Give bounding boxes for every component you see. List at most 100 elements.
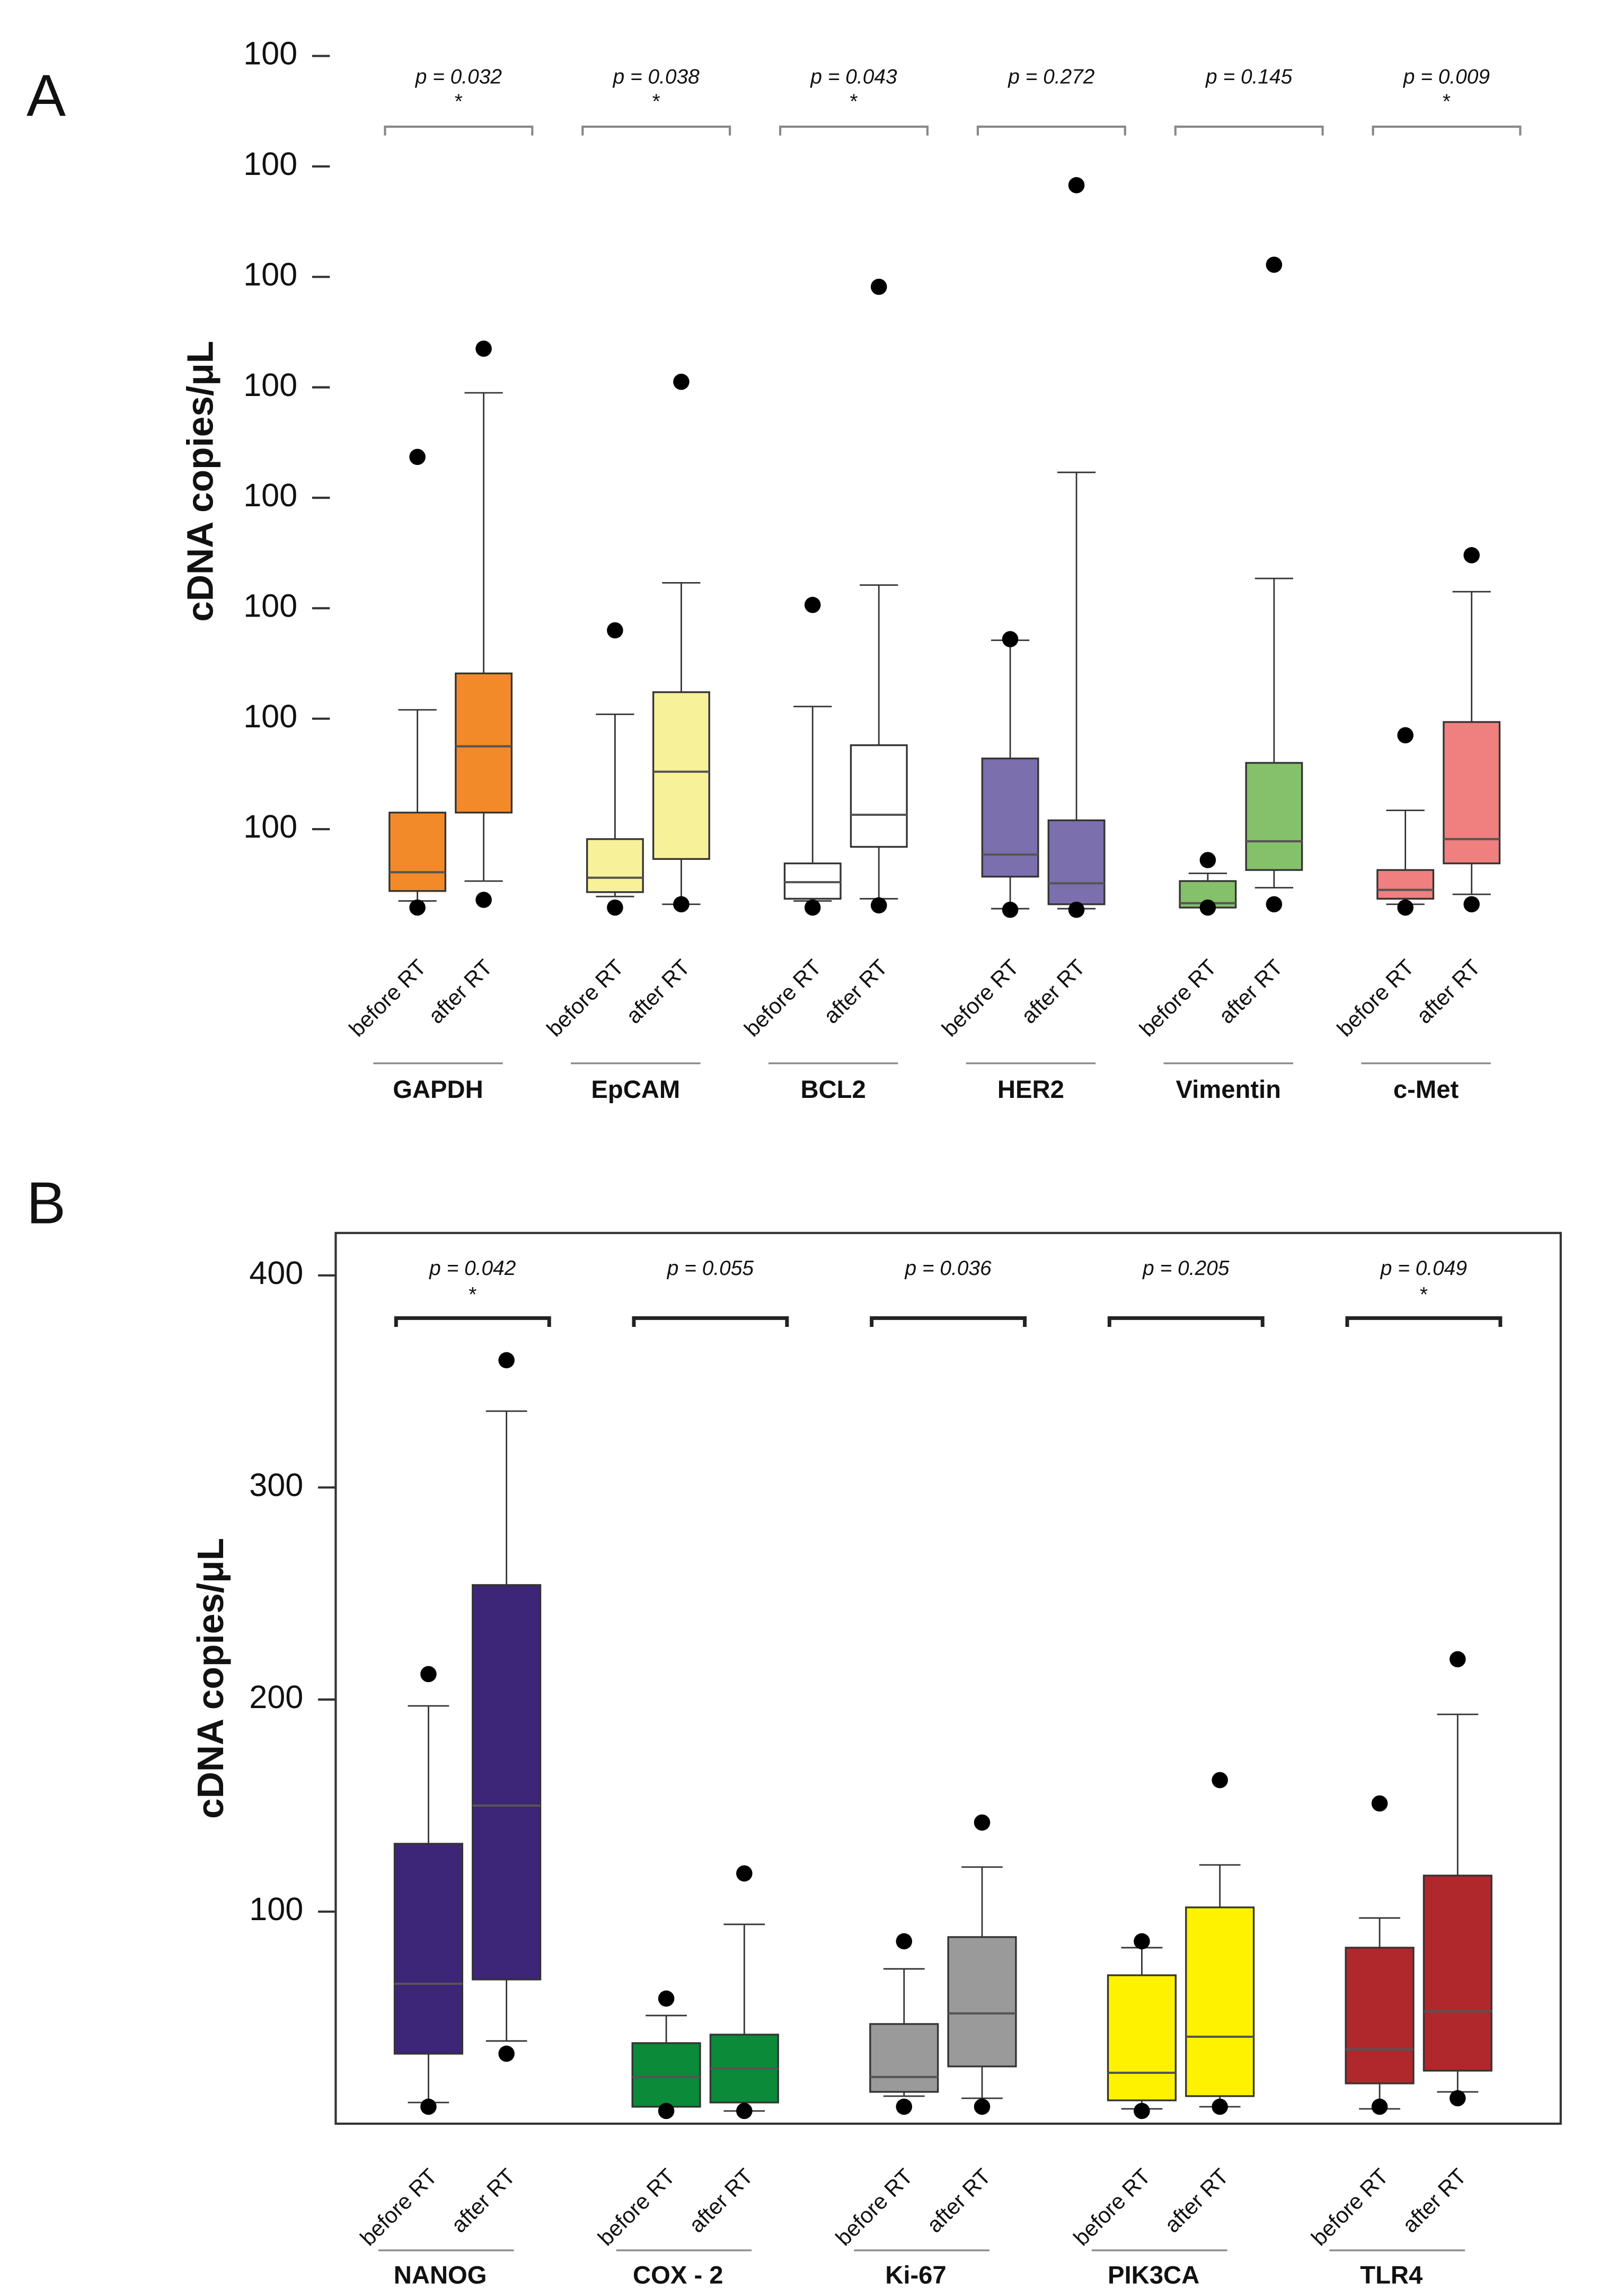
outlier bbox=[658, 1990, 675, 2007]
category-label: after RT bbox=[423, 955, 497, 1028]
significance: * bbox=[1420, 1283, 1428, 1306]
category-label: after RT bbox=[1397, 2163, 1471, 2237]
p-value: p = 0.043 bbox=[810, 66, 897, 89]
box bbox=[1185, 1906, 1255, 2097]
y-tick-label: 400 bbox=[249, 1255, 303, 1291]
box bbox=[631, 2042, 701, 2108]
group-name: HER2 bbox=[997, 1076, 1064, 1104]
p-value: p = 0.272 bbox=[1008, 66, 1095, 89]
outlier bbox=[673, 896, 690, 913]
category-label: before RT bbox=[1068, 2163, 1155, 2250]
significance: * bbox=[1443, 91, 1451, 113]
outlier bbox=[498, 2045, 515, 2062]
outlier bbox=[870, 897, 887, 914]
outlier bbox=[974, 1814, 991, 1831]
outlier bbox=[1450, 1651, 1466, 1668]
box bbox=[472, 1584, 542, 1981]
outlier bbox=[896, 2098, 913, 2115]
category-label: before RT bbox=[739, 955, 826, 1042]
group-name: GAPDH bbox=[393, 1076, 483, 1104]
category-label: after RT bbox=[446, 2163, 520, 2237]
category-label: before RT bbox=[593, 2163, 680, 2250]
p-value: p = 0.038 bbox=[613, 66, 700, 89]
category-label: after RT bbox=[1411, 955, 1485, 1028]
category-label: after RT bbox=[1214, 955, 1287, 1028]
box bbox=[455, 672, 513, 814]
panel-label: A bbox=[26, 62, 66, 128]
p-value: p = 0.042 bbox=[429, 1257, 516, 1280]
outlier bbox=[475, 892, 492, 908]
outlier bbox=[1068, 901, 1085, 918]
box bbox=[947, 1936, 1017, 2068]
p-value: p = 0.049 bbox=[1380, 1257, 1467, 1280]
y-tick-label: 100 bbox=[243, 36, 297, 72]
p-value: p = 0.009 bbox=[1403, 66, 1490, 89]
p-value: p = 0.205 bbox=[1142, 1257, 1230, 1280]
box bbox=[1345, 1947, 1415, 2084]
outlier bbox=[1463, 547, 1480, 564]
category-label: after RT bbox=[1160, 2163, 1233, 2237]
outlier bbox=[1068, 177, 1085, 193]
y-tick-label: 100 bbox=[243, 146, 297, 182]
p-value: p = 0.145 bbox=[1205, 66, 1293, 89]
outlier bbox=[673, 373, 690, 390]
outlier bbox=[1134, 1933, 1150, 1950]
category-label: after RT bbox=[621, 955, 695, 1028]
outlier bbox=[1266, 896, 1283, 913]
outlier bbox=[804, 899, 821, 916]
outlier bbox=[409, 448, 426, 465]
y-tick-label: 100 bbox=[243, 256, 297, 292]
outlier bbox=[1212, 2098, 1228, 2115]
outlier bbox=[896, 1933, 913, 1950]
box bbox=[981, 758, 1039, 878]
outlier bbox=[1002, 901, 1019, 918]
bracket bbox=[1372, 125, 1522, 136]
category-label: before RT bbox=[1306, 2163, 1393, 2250]
group-name: c-Met bbox=[1393, 1076, 1459, 1104]
box bbox=[586, 838, 644, 893]
y-tick-label: 300 bbox=[249, 1467, 303, 1503]
box bbox=[393, 1843, 463, 2055]
outlier bbox=[607, 622, 623, 639]
box bbox=[1245, 762, 1303, 871]
outlier bbox=[498, 1352, 515, 1369]
bracket bbox=[632, 1316, 789, 1327]
outlier bbox=[1450, 2090, 1466, 2107]
y-tick-label: 100 bbox=[243, 477, 297, 513]
y-axis-title: cDNA copies/μL bbox=[180, 341, 221, 622]
bracket bbox=[1174, 125, 1324, 136]
category-label: after RT bbox=[1016, 955, 1090, 1028]
box bbox=[388, 812, 447, 892]
category-label: before RT bbox=[542, 955, 629, 1042]
outlier bbox=[736, 1865, 753, 1882]
category-label: after RT bbox=[684, 2163, 757, 2237]
category-label: before RT bbox=[1332, 955, 1419, 1042]
y-axis-title: cDNA copies/μL bbox=[190, 1538, 231, 1819]
box bbox=[1443, 721, 1501, 865]
p-value: p = 0.036 bbox=[904, 1257, 992, 1280]
y-tick-label: 100 bbox=[243, 587, 297, 623]
y-tick-label: 100 bbox=[243, 367, 297, 403]
group-name: TLR4 bbox=[1360, 2261, 1423, 2289]
outlier bbox=[1371, 2098, 1388, 2115]
y-tick-label: 200 bbox=[249, 1679, 303, 1715]
group-name: PIK3CA bbox=[1108, 2261, 1199, 2289]
box bbox=[869, 2023, 939, 2093]
outlier bbox=[475, 340, 492, 357]
outlier bbox=[974, 2098, 991, 2115]
outlier bbox=[1199, 899, 1216, 916]
group-name: EpCAM bbox=[591, 1076, 680, 1104]
outlier bbox=[1199, 852, 1216, 868]
outlier bbox=[420, 1666, 437, 1683]
group-name: BCL2 bbox=[800, 1076, 865, 1104]
category-label: before RT bbox=[355, 2163, 442, 2250]
y-tick-label: 100 bbox=[249, 1891, 303, 1927]
box bbox=[1376, 869, 1435, 900]
outlier bbox=[1397, 727, 1414, 744]
outlier bbox=[1397, 899, 1414, 916]
significance: * bbox=[455, 91, 463, 113]
significance: * bbox=[652, 91, 660, 113]
y-tick-label: 100 bbox=[243, 698, 297, 734]
outlier bbox=[736, 2103, 753, 2119]
